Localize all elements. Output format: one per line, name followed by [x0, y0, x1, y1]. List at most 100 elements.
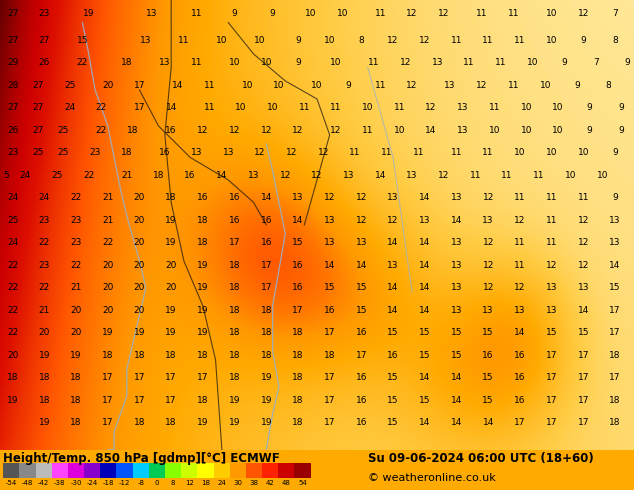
- Text: 15: 15: [387, 373, 399, 382]
- Text: 19: 19: [165, 328, 177, 338]
- Text: 13: 13: [451, 283, 462, 293]
- Text: 13: 13: [356, 239, 367, 247]
- Text: 19: 19: [102, 328, 113, 338]
- Text: 12: 12: [286, 148, 297, 157]
- Text: 18: 18: [70, 373, 82, 382]
- Text: 20: 20: [102, 81, 113, 90]
- Text: 16: 16: [165, 126, 177, 135]
- Text: 15: 15: [482, 396, 494, 405]
- Text: 10: 10: [514, 148, 526, 157]
- Text: 18: 18: [134, 351, 145, 360]
- Text: 9: 9: [295, 58, 301, 68]
- Text: 22: 22: [70, 194, 82, 202]
- Text: 9: 9: [612, 148, 618, 157]
- Text: 22: 22: [7, 306, 18, 315]
- Text: 11: 11: [501, 171, 513, 180]
- Text: 16: 16: [159, 148, 171, 157]
- Text: 19: 19: [7, 396, 18, 405]
- Text: 10: 10: [565, 171, 576, 180]
- Bar: [84, 463, 100, 478]
- Text: 54: 54: [298, 480, 307, 486]
- Text: 17: 17: [578, 396, 589, 405]
- Text: 18: 18: [292, 328, 304, 338]
- Text: 19: 19: [165, 306, 177, 315]
- Text: 11: 11: [546, 216, 557, 225]
- Text: 14: 14: [514, 328, 526, 338]
- Text: 13: 13: [292, 194, 304, 202]
- Text: 12: 12: [311, 171, 323, 180]
- Text: 14: 14: [578, 306, 589, 315]
- Text: 14: 14: [292, 216, 304, 225]
- Text: 16: 16: [387, 351, 399, 360]
- Bar: [68, 463, 84, 478]
- Text: 7: 7: [593, 58, 599, 68]
- Text: 16: 16: [292, 283, 304, 293]
- Text: 20: 20: [39, 328, 50, 338]
- Text: 11: 11: [375, 9, 386, 18]
- Text: 12: 12: [476, 81, 488, 90]
- Text: 24: 24: [7, 239, 18, 247]
- Text: 12: 12: [578, 239, 589, 247]
- Text: -24: -24: [87, 480, 98, 486]
- Text: 10: 10: [242, 81, 253, 90]
- Text: 11: 11: [482, 148, 494, 157]
- Text: 14: 14: [419, 418, 430, 427]
- Text: 23: 23: [70, 216, 82, 225]
- Text: 11: 11: [514, 194, 526, 202]
- Bar: [294, 463, 311, 478]
- Text: 10: 10: [305, 9, 316, 18]
- Text: 18: 18: [121, 148, 133, 157]
- Text: 10: 10: [267, 103, 278, 113]
- Text: 13: 13: [444, 81, 456, 90]
- Text: 12: 12: [318, 148, 329, 157]
- Text: 12: 12: [406, 9, 418, 18]
- Text: 11: 11: [578, 194, 589, 202]
- Text: 10: 10: [546, 9, 557, 18]
- Text: 18: 18: [39, 373, 50, 382]
- Text: 17: 17: [165, 396, 177, 405]
- Text: 14: 14: [261, 194, 272, 202]
- Text: 17: 17: [578, 418, 589, 427]
- Text: 12: 12: [406, 81, 418, 90]
- Text: 23: 23: [39, 216, 50, 225]
- Text: 18: 18: [609, 396, 621, 405]
- Text: 23: 23: [7, 148, 18, 157]
- Text: 11: 11: [413, 148, 424, 157]
- Text: 13: 13: [451, 194, 462, 202]
- Text: 16: 16: [197, 194, 209, 202]
- Bar: [230, 463, 246, 478]
- Text: 12: 12: [578, 9, 589, 18]
- Text: -42: -42: [38, 480, 49, 486]
- Text: 16: 16: [356, 328, 367, 338]
- Bar: [181, 463, 197, 478]
- Text: 15: 15: [292, 239, 304, 247]
- Text: 10: 10: [546, 148, 557, 157]
- Text: 11: 11: [349, 148, 361, 157]
- Text: 19: 19: [197, 418, 209, 427]
- Text: -18: -18: [103, 480, 114, 486]
- Text: 18: 18: [229, 373, 240, 382]
- Text: 8: 8: [358, 36, 365, 45]
- Text: 12: 12: [482, 239, 494, 247]
- Text: 21: 21: [39, 306, 50, 315]
- Text: 19: 19: [70, 351, 82, 360]
- Text: 11: 11: [514, 261, 526, 270]
- Text: 13: 13: [432, 58, 443, 68]
- Text: 13: 13: [343, 171, 354, 180]
- Text: 12: 12: [387, 216, 399, 225]
- Text: 9: 9: [618, 126, 624, 135]
- Text: 20: 20: [134, 239, 145, 247]
- Text: 17: 17: [324, 418, 335, 427]
- Text: 11: 11: [546, 239, 557, 247]
- Text: 17: 17: [546, 373, 557, 382]
- Text: 18: 18: [229, 328, 240, 338]
- Text: 18: 18: [292, 396, 304, 405]
- Text: 15: 15: [77, 36, 88, 45]
- Text: 18: 18: [165, 194, 177, 202]
- Text: 12: 12: [261, 126, 272, 135]
- Text: 22: 22: [70, 261, 82, 270]
- Text: 14: 14: [419, 261, 430, 270]
- Text: 12: 12: [425, 103, 437, 113]
- Text: 21: 21: [102, 194, 113, 202]
- Text: 16: 16: [356, 418, 367, 427]
